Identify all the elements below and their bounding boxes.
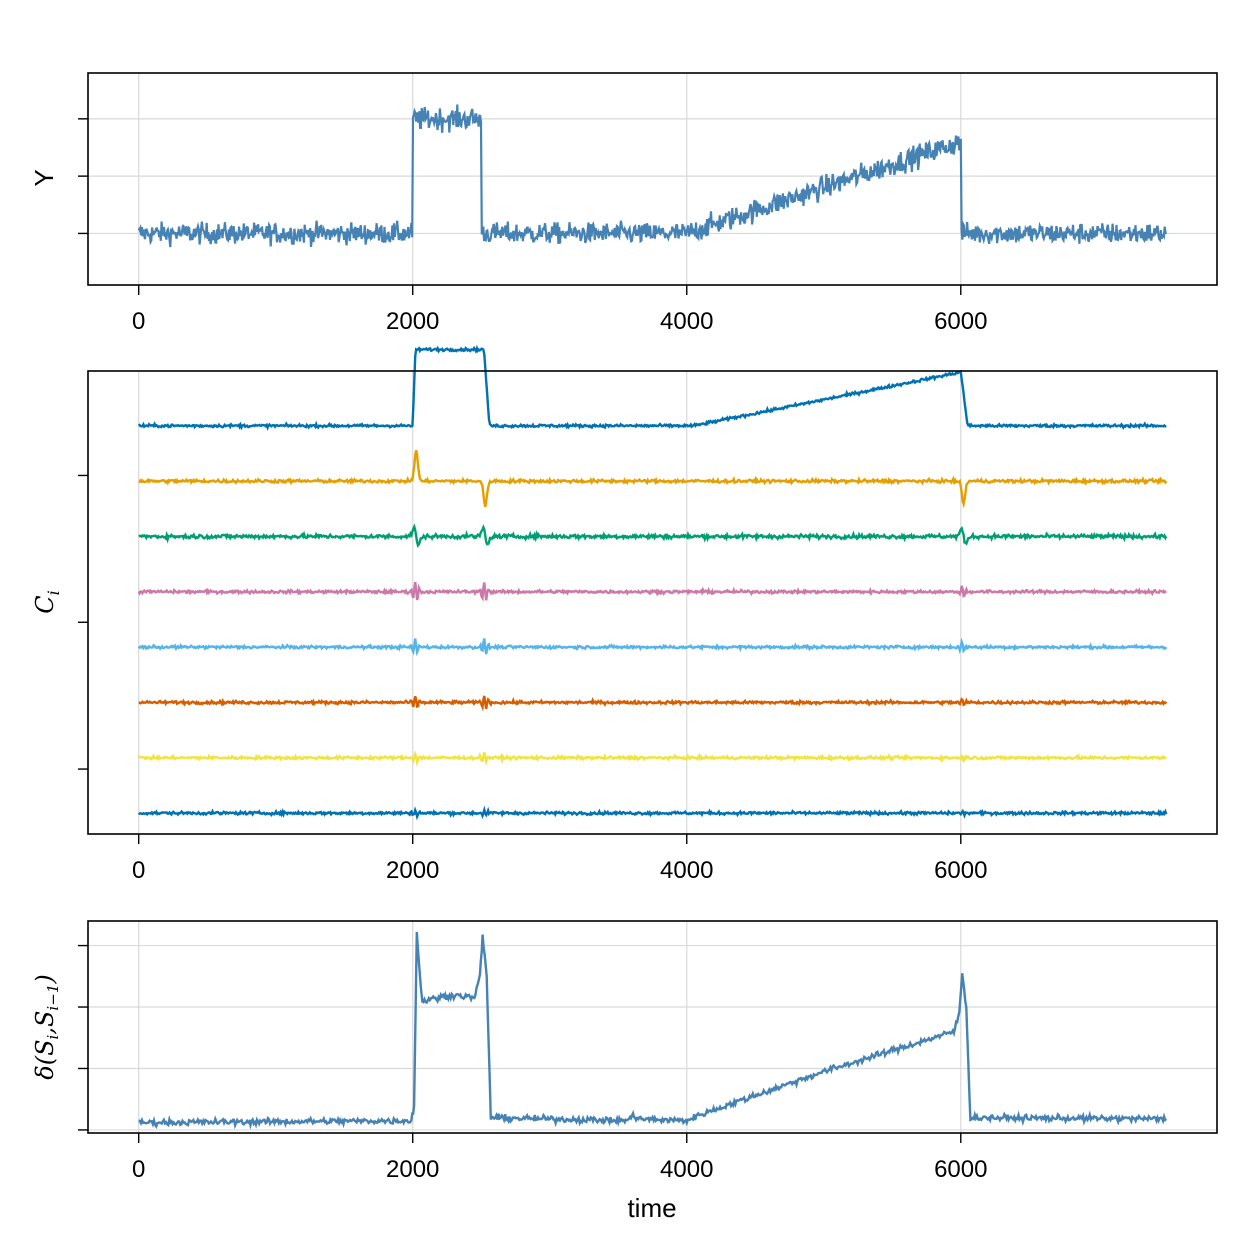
- x-tick-label: 6000: [934, 308, 987, 335]
- x-tick-label: 2000: [386, 857, 439, 884]
- top-ylabel: Y: [29, 169, 59, 186]
- panel-bottom: 0 2000 4000 6000 δ(Si,Si−1) time: [31, 920, 1218, 1223]
- component-line-2: [138, 523, 1168, 548]
- series-delta-line: [138, 931, 1168, 1130]
- component-line-7: [137, 805, 1168, 821]
- component-line-1: [138, 450, 1168, 509]
- panel-bottom-frame: [87, 920, 1218, 1134]
- x-tick-label: 6000: [934, 1156, 987, 1183]
- panel-top-frame: [87, 72, 1218, 286]
- x-tick-label: 0: [132, 1156, 145, 1183]
- series-y-line: [137, 104, 1168, 248]
- component-line-6: [137, 750, 1167, 767]
- x-tick-label: 4000: [660, 1156, 713, 1183]
- x-tick-label: 0: [132, 857, 145, 884]
- middle-ylabel: Ci: [31, 590, 63, 614]
- x-tick-label: 2000: [386, 308, 439, 335]
- x-tick-label: 2000: [386, 1156, 439, 1183]
- panel-middle-frame: [87, 370, 1218, 835]
- panel-middle: 0 2000 4000 6000 Ci: [31, 344, 1218, 884]
- x-axis-title: time: [627, 1193, 676, 1223]
- bottom-ylabel: δ(Si,Si−1): [31, 974, 62, 1079]
- component-line-3: [137, 581, 1167, 602]
- component-line-5: [138, 695, 1168, 712]
- component-line-4: [137, 637, 1168, 657]
- component-line-0: [137, 344, 1167, 432]
- x-tick-label: 0: [132, 308, 145, 335]
- x-tick-label: 6000: [934, 857, 987, 884]
- x-tick-label: 4000: [660, 308, 713, 335]
- x-tick-label: 4000: [660, 857, 713, 884]
- panel-top: 0 2000 4000 6000 Y: [29, 72, 1218, 335]
